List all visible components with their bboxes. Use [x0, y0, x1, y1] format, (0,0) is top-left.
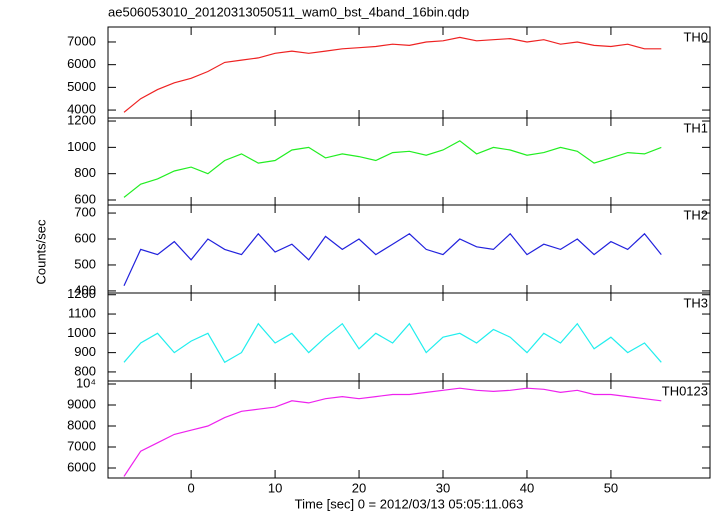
- panel-label: TH0: [683, 29, 708, 44]
- panel-frame: [107, 292, 711, 382]
- panel-label: TH1: [683, 120, 708, 135]
- x-tick-label: 20: [352, 480, 366, 495]
- y-tick-label: 800: [74, 165, 96, 180]
- light-curve: [123, 232, 662, 286]
- y-tick-label: 400: [74, 282, 96, 297]
- y-tick-label: 7000: [67, 33, 96, 48]
- light-curve: [123, 387, 662, 477]
- panel-frame: [107, 26, 711, 119]
- light-curve: [123, 322, 662, 364]
- x-tick-label: 0: [188, 480, 195, 495]
- chart-title: ae506053010_20120313050511_wam0_bst_4ban…: [108, 4, 469, 19]
- y-tick-label: 700: [74, 204, 96, 219]
- y-tick-label: 500: [74, 256, 96, 271]
- x-axis-label: Time [sec] 0 = 2012/03/13 05:05:11.063: [295, 496, 524, 511]
- y-tick-label: 1100: [68, 305, 96, 320]
- y-tick-label: 1000: [67, 139, 96, 154]
- y-tick-label: 800: [74, 363, 96, 378]
- y-axis-label: Counts/sec: [33, 219, 48, 285]
- x-tick-label: 50: [604, 480, 618, 495]
- y-tick-label: 8000: [67, 417, 96, 432]
- light-curve: [123, 36, 662, 113]
- y-tick-label: 10⁴: [76, 375, 96, 390]
- y-tick-label: 5000: [67, 79, 96, 94]
- panel-label: TH0123: [662, 383, 708, 398]
- y-tick-label: 600: [74, 191, 96, 206]
- y-tick-label: 4000: [67, 101, 96, 116]
- y-tick-label: 1000: [67, 325, 96, 340]
- y-tick-label: 6000: [67, 56, 96, 71]
- x-tick-label: 10: [268, 480, 282, 495]
- y-tick-label: 600: [74, 230, 96, 245]
- x-tick-label: 30: [436, 480, 450, 495]
- panel-frame: [107, 380, 711, 479]
- y-tick-label: 1200: [67, 286, 96, 301]
- panel-frame: [107, 117, 711, 206]
- panel-label: TH2: [683, 207, 708, 222]
- y-tick-label: 900: [74, 344, 96, 359]
- light-curve: [123, 140, 662, 198]
- x-tick-label: 40: [520, 480, 534, 495]
- y-tick-label: 9000: [67, 396, 96, 411]
- y-tick-label: 6000: [67, 459, 96, 474]
- y-tick-label: 1200: [67, 112, 96, 127]
- y-tick-label: 7000: [67, 438, 96, 453]
- panel-label: TH3: [683, 295, 708, 310]
- panel-frame: [107, 204, 711, 294]
